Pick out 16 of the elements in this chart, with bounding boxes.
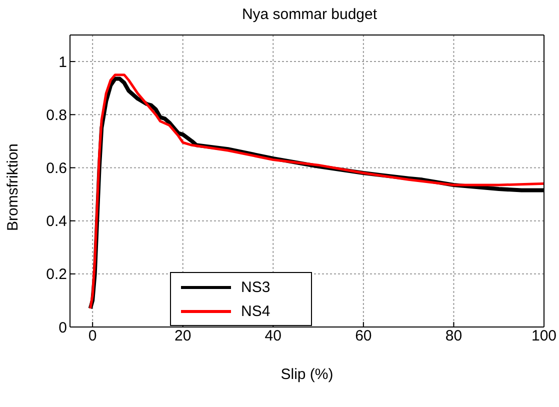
x-tick-label: 60	[355, 328, 372, 345]
x-axis-title: Slip (%)	[280, 366, 334, 383]
y-tick-label: 0.2	[46, 266, 67, 284]
x-tick-label: 0	[88, 328, 97, 345]
y-tick-label: 1	[58, 54, 67, 71]
y-tick-label: 0.4	[46, 213, 67, 230]
legend-label: NS3	[241, 278, 270, 296]
y-tick-label: 0.6	[46, 160, 67, 178]
x-tick-label: 20	[174, 328, 192, 345]
y-tick-label: 0.8	[46, 106, 67, 124]
x-tick-label: 40	[264, 328, 282, 345]
x-tick-label: 80	[445, 328, 462, 345]
legend-label: NS4	[241, 302, 270, 320]
x-tick-label: 100	[531, 328, 557, 345]
chart-title: Nya sommar budget	[240, 6, 378, 23]
y-axis-title: Bromsfriktion	[4, 143, 22, 231]
